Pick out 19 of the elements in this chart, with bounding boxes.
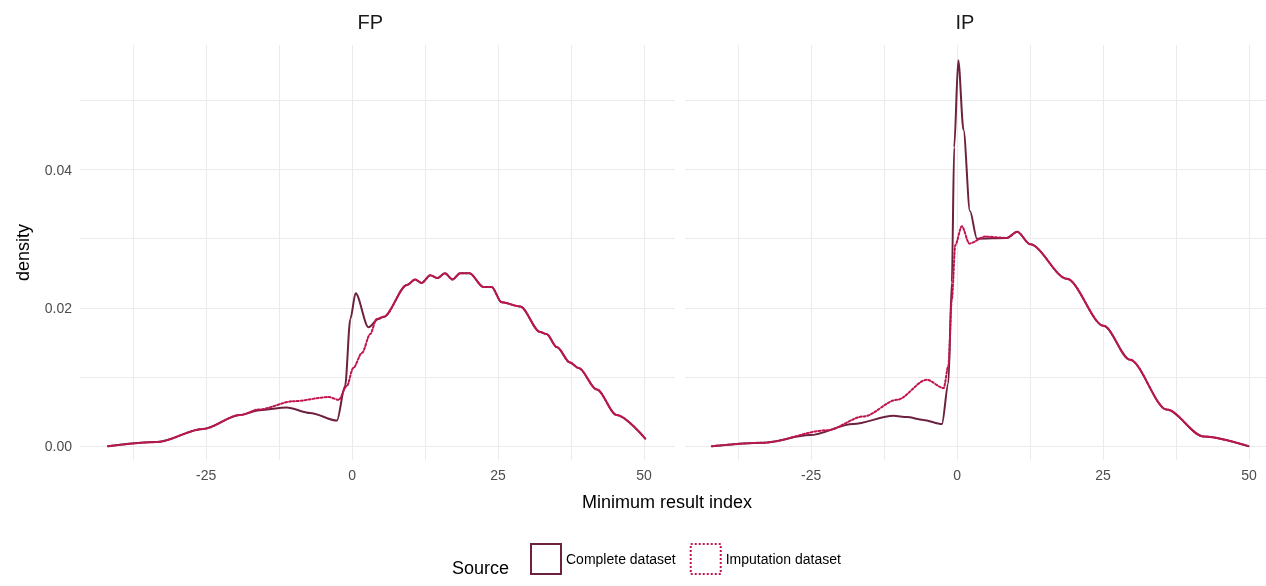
x-tick-label: 25: [490, 467, 507, 483]
x-tick-label: 0: [953, 467, 962, 483]
y-tick-label: 0.04: [44, 161, 73, 178]
x-axis-title: Minimum result index: [582, 492, 753, 512]
y-tick-label: 0.00: [44, 438, 73, 455]
x-tick-label: 0: [348, 467, 357, 483]
y-tick-label: 0.02: [44, 299, 73, 316]
x-tick-label: 25: [1095, 467, 1112, 483]
x-tick-label: 50: [1241, 467, 1258, 483]
legend-label: Complete dataset: [566, 551, 676, 567]
y-axis-title: density: [13, 223, 33, 282]
chart-title: IP: [955, 11, 975, 33]
legend-title: Source: [452, 558, 510, 578]
line-series: [107, 272, 647, 448]
x-tick-label: -25: [196, 467, 217, 483]
chart-title: FP: [357, 11, 384, 33]
x-tick-label: 50: [636, 467, 653, 483]
legend-label: Imputation dataset: [725, 551, 842, 567]
x-tick-label: -25: [801, 467, 822, 483]
